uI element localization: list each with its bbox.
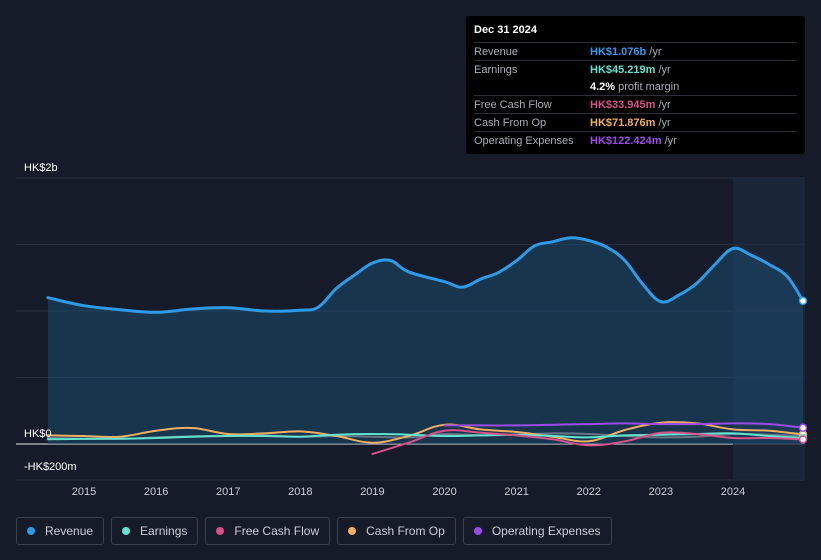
x-tick-label: 2020: [432, 486, 456, 498]
tooltip-row-value: HK$1.076b: [590, 45, 647, 58]
legend-item-earnings[interactable]: Earnings: [111, 517, 199, 545]
series-line-cash-from-op: [46, 421, 804, 444]
tooltip-row-unit: /yr: [658, 63, 671, 76]
tooltip-row-unit: profit margin: [618, 80, 680, 93]
tooltip-row: Free Cash Flow HK$33.945m/yr: [474, 95, 797, 113]
legend-label: Free Cash Flow: [234, 524, 320, 538]
tooltip-row-label: Free Cash Flow: [474, 98, 552, 111]
tooltip: Dec 31 2024 Revenue HK$1.076b/yr Earnings H…: [466, 16, 805, 154]
y-tick-label: HK$0: [24, 428, 52, 440]
series-endpoint-free-cash-flow: [798, 435, 808, 444]
series-endpoint-revenue: [798, 296, 808, 306]
legend-label: Operating Expenses: [491, 524, 601, 538]
y-tick-label: HK$2b: [24, 162, 58, 174]
legend-dot-icon: [473, 527, 482, 535]
x-tick-label: 2024: [721, 486, 745, 498]
tooltip-row-value: HK$33.945m: [590, 98, 656, 111]
legend-dot-icon: [27, 527, 35, 535]
tooltip-row-unit: /yr: [649, 45, 662, 58]
legend-item-operating-expenses[interactable]: Operating Expenses: [462, 517, 612, 545]
legend-dot-icon: [348, 527, 357, 535]
legend-item-free-cash-flow[interactable]: Free Cash Flow: [205, 517, 331, 545]
tooltip-row: Cash From Op HK$71.876m/yr: [474, 113, 797, 131]
tooltip-row-unit: /yr: [664, 134, 677, 147]
tooltip-date: Dec 31 2024: [474, 24, 537, 36]
tooltip-row: Revenue HK$1.076b/yr: [474, 42, 797, 60]
series-line-free-cash-flow: [371, 429, 804, 455]
legend-label: Revenue: [45, 524, 94, 538]
legend-dot-icon: [122, 527, 131, 535]
x-tick-label: 2018: [288, 486, 312, 498]
tooltip-rows: Revenue HK$1.076b/yr Earnings HK$45.219m/yr…: [474, 42, 797, 149]
chart: HK$2b HK$0 -HK$200m 2015 2016 2017 2018 2019 202…: [16, 162, 808, 498]
legend-label: Earnings: [140, 524, 188, 538]
tooltip-row: Earnings HK$45.219m/yr: [474, 60, 797, 78]
tooltip-row-unit: /yr: [658, 98, 671, 111]
series-layer: [46, 236, 808, 455]
x-tick-label: 2017: [216, 486, 240, 498]
x-tick-label: 2021: [504, 486, 528, 498]
series-endpoint-operating-expenses: [798, 423, 808, 433]
x-tick-label: 2016: [144, 486, 168, 498]
y-tick-label: -HK$200m: [24, 461, 77, 473]
axis-labels: HK$2b HK$0 -HK$200m 2015 2016 2017 2018 2019 202…: [24, 162, 745, 498]
legend-label: Cash From Op: [366, 524, 445, 538]
series-line-operating-expenses: [443, 422, 804, 429]
x-tick-label: 2022: [577, 486, 601, 498]
tooltip-row-value: HK$45.219m: [590, 63, 656, 76]
tooltip-row-unit: /yr: [658, 116, 671, 129]
legend-item-revenue[interactable]: Revenue: [16, 517, 105, 545]
tooltip-row-value: HK$71.876m: [590, 116, 656, 129]
legend-item-cash-from-op[interactable]: Cash From Op: [337, 517, 456, 545]
tooltip-row: Operating Expenses HK$122.424m/yr: [474, 131, 797, 149]
x-tick-label: 2023: [649, 486, 673, 498]
x-tick-label: 2015: [72, 486, 96, 498]
tooltip-row-label: Revenue: [474, 45, 519, 58]
tooltip-row-value: 4.2%: [590, 80, 616, 93]
tooltip-row: 4.2% profit margin: [474, 78, 797, 95]
tooltip-row-value: HK$122.424m: [590, 134, 662, 147]
tooltip-row-label: Earnings: [474, 63, 518, 76]
x-tick-label: 2019: [360, 486, 384, 498]
series-line-revenue: [46, 236, 805, 314]
legend: Revenue Earnings Free Cash Flow Cash From O…: [16, 517, 619, 545]
series-area-revenue: [47, 237, 803, 444]
tooltip-row-label: Operating Expenses: [474, 134, 574, 147]
tooltip-row-label: Cash From Op: [474, 116, 547, 129]
legend-dot-icon: [216, 527, 225, 535]
